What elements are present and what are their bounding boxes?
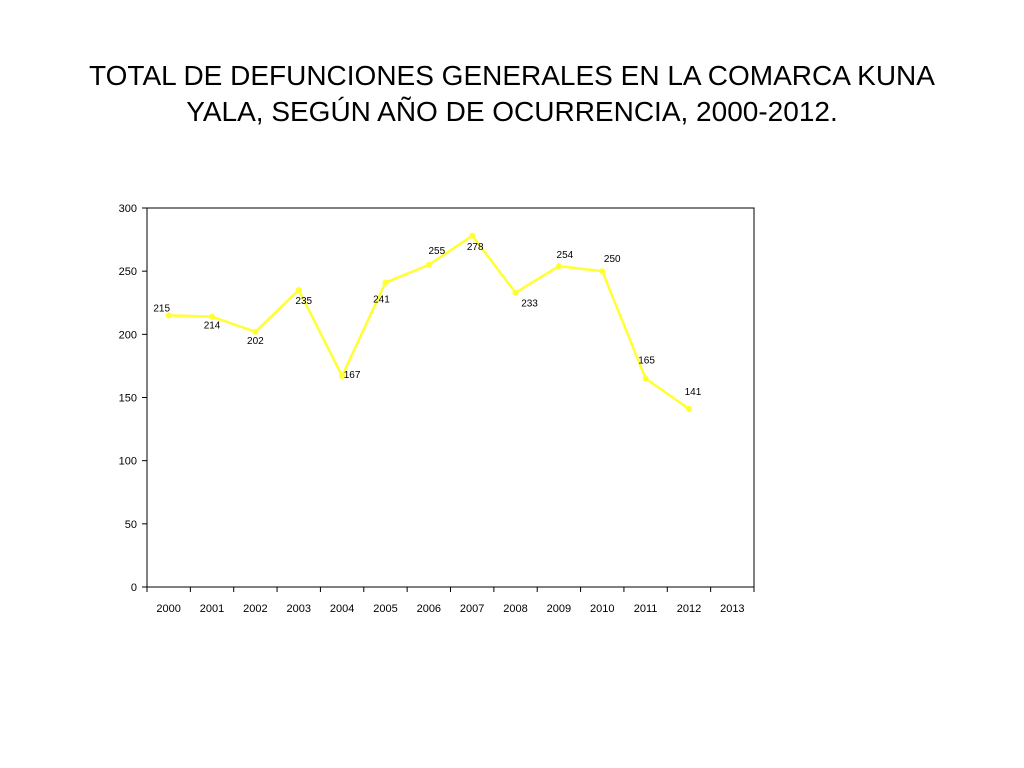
data-label: 165 — [638, 356, 655, 367]
x-tick-label: 2003 — [287, 603, 311, 615]
data-point — [295, 287, 302, 294]
x-tick-label: 2004 — [330, 603, 354, 615]
data-point — [555, 263, 562, 270]
data-point — [252, 328, 259, 335]
data-point — [209, 313, 216, 320]
y-tick-label: 50 — [125, 519, 137, 531]
data-point — [339, 373, 346, 380]
data-label: 202 — [247, 336, 264, 347]
data-point — [599, 268, 606, 275]
x-tick-label: 2006 — [417, 603, 441, 615]
slide-title-line-2: YALA, SEGÚN AÑO DE OCURRENCIA, 2000-2012… — [186, 96, 838, 127]
data-point — [642, 375, 649, 382]
slide-title-line-1: TOTAL DE DEFUNCIONES GENERALES EN LA COM… — [89, 60, 935, 91]
data-label: 241 — [373, 295, 390, 306]
x-tick-label: 2001 — [200, 603, 224, 615]
data-label: 214 — [204, 321, 221, 332]
x-tick-label: 2000 — [156, 603, 180, 615]
y-tick-label: 200 — [119, 329, 137, 341]
data-label: 255 — [428, 246, 445, 257]
y-tick-label: 0 — [131, 582, 137, 594]
y-axis-ticks: 0 50 100 150 200 250 300 — [119, 203, 147, 594]
data-point — [165, 312, 172, 319]
x-tick-label: 2007 — [460, 603, 484, 615]
data-points — [165, 232, 692, 412]
data-point — [512, 289, 519, 296]
data-point — [382, 279, 389, 286]
data-label: 278 — [467, 242, 484, 253]
data-label: 167 — [344, 370, 361, 381]
x-tick-label: 2002 — [243, 603, 267, 615]
x-tick-label: 2013 — [720, 603, 744, 615]
data-label: 233 — [521, 299, 538, 310]
slide-title: TOTAL DE DEFUNCIONES GENERALES EN LA COM… — [40, 58, 984, 130]
x-tick-label: 2008 — [503, 603, 527, 615]
data-point — [685, 405, 692, 412]
data-labels: 215 214 202 235 167 241 255 278 233 254 250 165 141 — [153, 242, 701, 398]
x-tick-label: 2005 — [373, 603, 397, 615]
y-tick-label: 150 — [119, 393, 137, 405]
x-tick-label: 2010 — [590, 603, 614, 615]
x-axis-ticks: 2000 2001 2002 2003 2004 2005 2006 2007 2008 2009… — [146, 587, 755, 615]
x-tick-label: 2009 — [547, 603, 571, 615]
y-tick-label: 250 — [119, 266, 137, 278]
x-tick-label: 2012 — [677, 603, 701, 615]
y-tick-label: 100 — [119, 456, 137, 468]
data-label: 141 — [685, 387, 702, 398]
plot-area-frame — [146, 207, 755, 588]
data-point — [469, 232, 476, 239]
data-label: 254 — [557, 250, 574, 261]
y-tick-label: 300 — [119, 203, 137, 215]
data-label: 235 — [295, 296, 312, 307]
data-point — [425, 261, 432, 268]
data-label: 250 — [604, 254, 621, 265]
x-tick-label: 2011 — [634, 603, 658, 615]
data-label: 215 — [153, 303, 170, 314]
